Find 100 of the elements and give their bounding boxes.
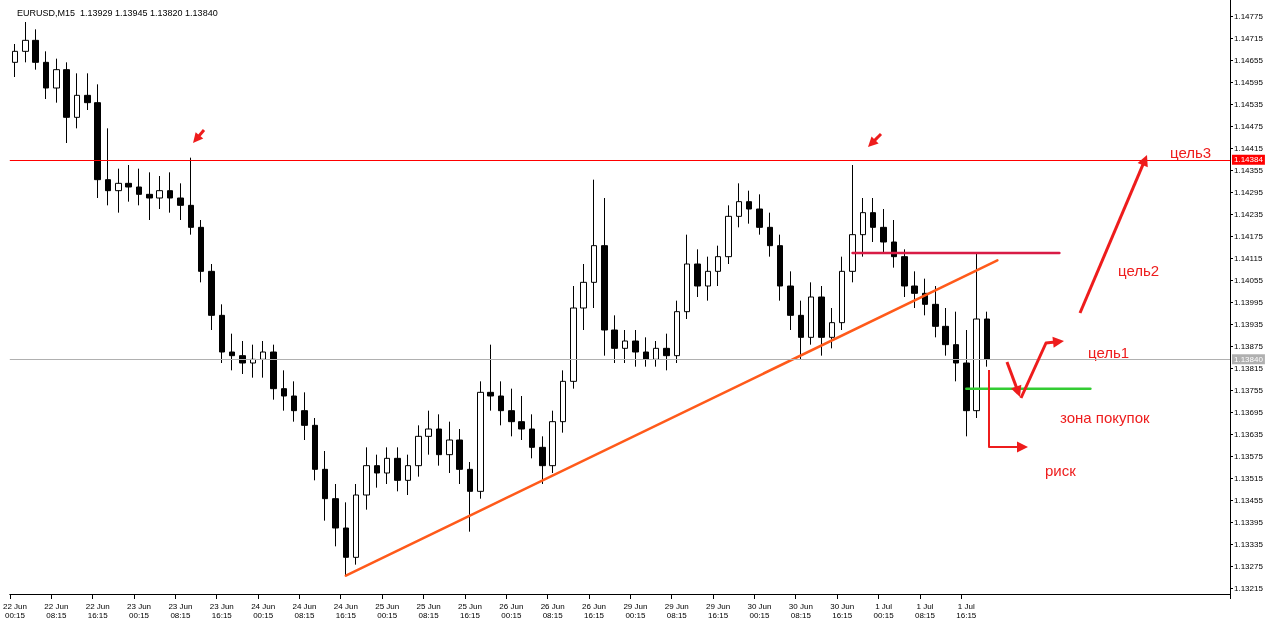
candlestick	[394, 446, 401, 492]
candlestick	[281, 369, 287, 412]
candlestick	[891, 219, 897, 269]
candlestick	[674, 300, 680, 364]
candlestick	[105, 127, 111, 206]
candlestick	[601, 197, 608, 357]
candlestick	[756, 193, 763, 236]
annotation: риск	[1045, 461, 1077, 479]
candlestick	[436, 413, 442, 467]
y-tick-label: 1.14115	[1234, 254, 1263, 263]
candlestick	[508, 388, 515, 437]
candlestick	[270, 344, 277, 401]
candlestick	[818, 285, 825, 357]
candlestick	[798, 300, 804, 360]
candlestick	[984, 311, 990, 368]
candlestick	[549, 410, 556, 474]
candlestick	[705, 256, 711, 302]
y-tick-label: 1.14535	[1234, 100, 1264, 109]
y-tick-label: 1.14175	[1234, 232, 1264, 241]
candlestick	[839, 256, 845, 331]
ref-line-label: 1.14384	[1234, 155, 1264, 165]
candlestick	[477, 380, 484, 500]
candlestick	[498, 380, 504, 426]
candlestick	[188, 157, 194, 236]
candlestick	[860, 197, 866, 258]
candlestick	[808, 281, 814, 346]
candlestick	[198, 219, 204, 283]
x-tick-label: 30 Jun 16:15	[830, 602, 855, 620]
candlestick	[353, 483, 359, 566]
candlestick	[115, 168, 122, 214]
candlestick	[456, 428, 463, 485]
candlestick	[250, 344, 256, 379]
candlestick	[239, 340, 246, 375]
candlestick	[301, 391, 308, 441]
candlestick	[136, 168, 142, 206]
candlestick	[167, 171, 173, 214]
x-tick-label: 23 Jun 00:15	[127, 602, 152, 620]
candlestick	[260, 340, 266, 379]
candlestick	[973, 252, 980, 419]
x-tick-label: 23 Jun 08:15	[168, 602, 193, 620]
candlestick	[570, 285, 577, 390]
y-tick-label: 1.14055	[1234, 276, 1264, 285]
candlestick	[322, 450, 328, 522]
candlestick	[849, 164, 856, 283]
candlestick	[208, 263, 215, 331]
candlestick	[363, 446, 370, 511]
candlestick	[291, 380, 297, 423]
candlestick	[177, 182, 184, 221]
x-tick-label: 25 Jun 08:15	[416, 602, 441, 620]
y-tick-label: 1.14295	[1234, 188, 1264, 197]
candlestick	[694, 248, 701, 298]
candlestick	[870, 197, 876, 243]
text: EURUSD,M15 1.13929 1.13945 1.13820 1.13840	[17, 7, 218, 18]
candlestick	[787, 270, 794, 331]
y-tick-label: 1.13935	[1234, 320, 1264, 329]
candlestick	[767, 212, 773, 258]
candlestick	[777, 234, 783, 302]
candlestick	[32, 28, 39, 71]
candlestick	[880, 208, 887, 254]
x-tick-label: 26 Jun 00:15	[499, 602, 524, 620]
candlestick	[643, 336, 649, 368]
candlestick	[746, 190, 752, 225]
x-tick-label: 29 Jun 08:15	[664, 602, 689, 620]
candlestick	[405, 454, 411, 496]
candlestick	[22, 21, 29, 63]
candlestick	[560, 369, 566, 434]
candlestick	[684, 234, 690, 320]
candlestick	[146, 171, 153, 221]
y-tick-label: 1.14415	[1234, 144, 1264, 153]
candlestick	[53, 58, 60, 104]
x-tick-label: 24 Jun 16:15	[333, 602, 358, 620]
candlestick	[332, 483, 339, 547]
x-tick-label: 30 Jun 08:15	[788, 602, 813, 620]
annotation: цель1	[1088, 343, 1130, 361]
x-tick-label: 24 Jun 00:15	[251, 602, 276, 620]
candlestick	[911, 270, 918, 309]
candlestick	[312, 417, 318, 481]
candlestick	[580, 263, 587, 331]
y-tick-label: 1.13275	[1234, 562, 1264, 571]
candlestick	[942, 307, 949, 357]
candlestick	[725, 204, 732, 265]
candlestick	[43, 50, 49, 100]
candlestick	[632, 329, 639, 368]
candlestick	[487, 344, 494, 412]
y-tick-label: 1.13815	[1234, 364, 1264, 373]
annotation: зона покупок	[1060, 408, 1151, 426]
candlestick	[12, 43, 18, 78]
x-tick-label: 22 Jun 08:15	[44, 602, 69, 620]
ref-line-label: 1.13840	[1234, 354, 1264, 364]
y-tick-label: 1.13875	[1234, 342, 1264, 351]
annotation: цель3	[1170, 143, 1212, 161]
candlestick	[591, 179, 597, 309]
candlestick	[343, 501, 349, 577]
candlestick	[953, 311, 959, 382]
y-tick-label: 1.13455	[1234, 496, 1264, 505]
x-tick-label: 24 Jun 08:15	[292, 602, 317, 620]
candlestick	[425, 410, 432, 456]
candlestick	[84, 72, 91, 111]
candlestick	[829, 307, 835, 349]
y-tick-label: 1.14775	[1234, 12, 1264, 21]
